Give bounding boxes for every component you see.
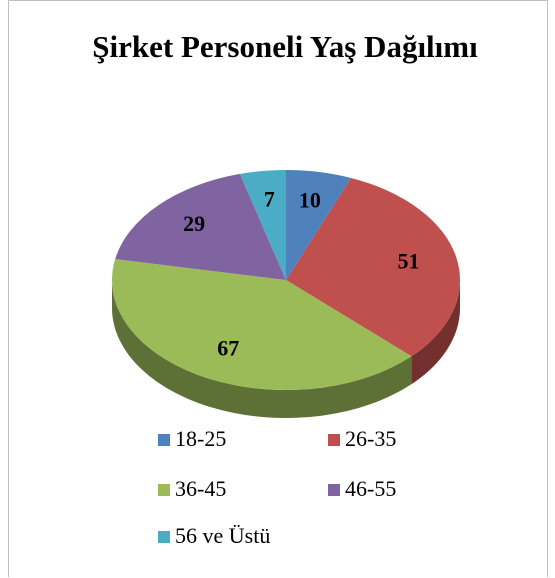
legend-swatch (328, 434, 340, 446)
pie-slice (239, 170, 286, 280)
legend-label: 26-35 (345, 426, 396, 451)
chart-title: Şirket Personeli Yaş Dağılımı (92, 29, 478, 64)
legend-label: 36-45 (175, 476, 226, 501)
data-label: 51 (398, 248, 420, 273)
data-label: 10 (299, 187, 321, 212)
legend-label: 46-55 (345, 476, 396, 501)
data-label: 67 (217, 335, 239, 360)
pie-slice (112, 259, 412, 390)
legend-swatch (328, 484, 340, 496)
pie-side (411, 280, 460, 385)
pie-slice (286, 170, 352, 280)
legend-label: 56 ve Üstü (175, 523, 270, 548)
pie-slice (115, 173, 286, 280)
data-label: 29 (183, 211, 205, 236)
chart-frame (8, 0, 548, 577)
legend-swatch (158, 484, 170, 496)
legend-swatch (158, 531, 170, 543)
pie-side (112, 280, 412, 418)
pie-slice (286, 177, 460, 357)
data-label: 7 (264, 187, 275, 212)
legend-swatch (158, 434, 170, 446)
legend-label: 18-25 (175, 426, 226, 451)
